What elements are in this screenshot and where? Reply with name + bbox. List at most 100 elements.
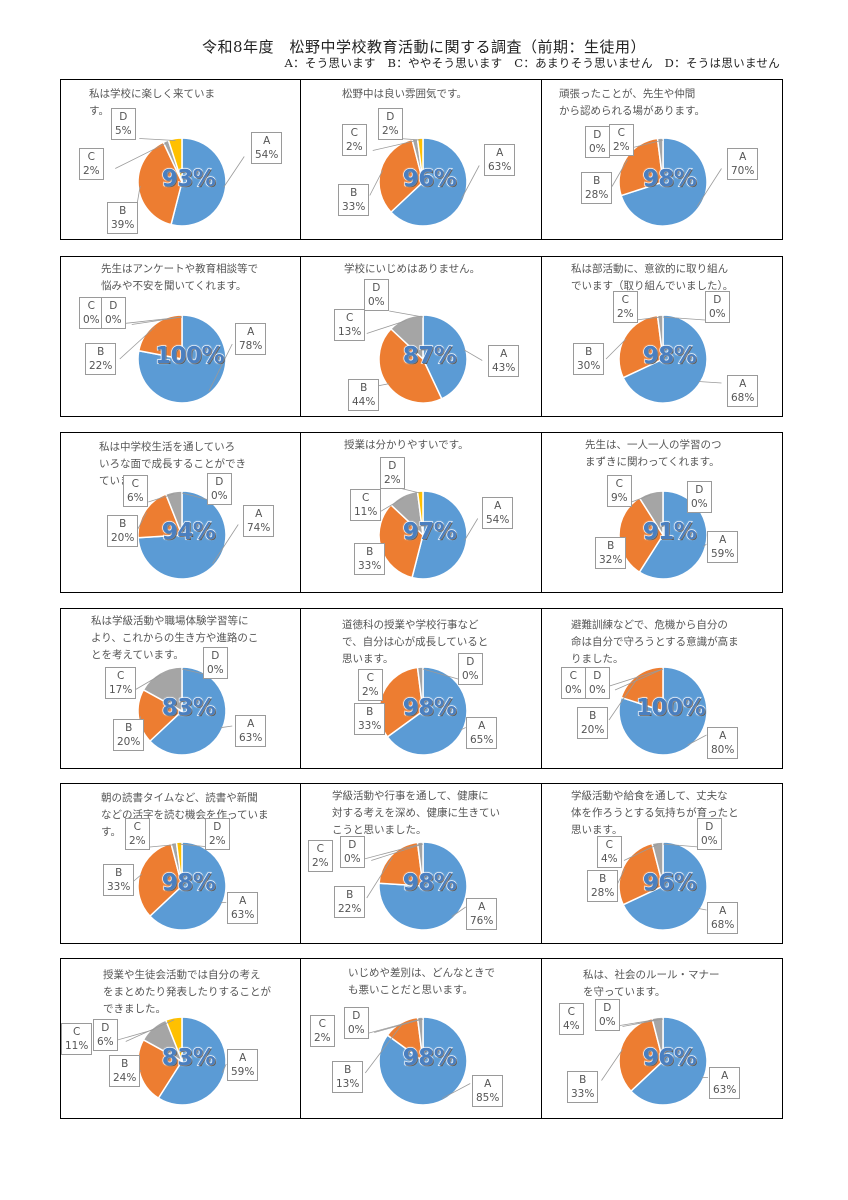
data-label-category: A [239,1052,247,1064]
data-label-B: B 32% [595,537,627,569]
data-label-A: A 54% [482,497,514,529]
leader-line [372,140,416,151]
data-label-category: B [360,382,368,394]
data-label-D: D 2% [205,818,230,850]
leader-line [631,494,652,503]
data-label-value: 0% [709,308,726,320]
data-label-B: B 24% [109,1055,141,1087]
pie-chart [378,666,468,756]
leader-line [374,1018,424,1033]
data-label-category: A [494,500,502,512]
data-label-category: B [585,346,593,358]
data-label-category: A [719,534,727,546]
data-label-C: C 2% [310,1015,335,1047]
data-label-D: D 0% [458,653,483,685]
pie-slice-B [378,327,443,404]
data-label-category: D [386,111,395,123]
data-label-value: 0% [348,1024,365,1036]
leader-line [460,727,466,731]
pie-slice-A [148,841,227,931]
chart-row: 私は中学校生活を通していろ いろな面で成長することができ ています。A74%B2… [60,432,783,593]
data-label-value: 80% [711,744,735,756]
data-label-category: A [739,151,747,163]
leader-line [703,543,707,548]
data-label-category: C [567,1006,575,1018]
data-label-category: D [101,1022,110,1034]
chart-title: 松野中は良い雰囲気です。 [342,88,467,100]
data-label-A: A 68% [707,902,739,934]
data-label-category: A [247,718,255,730]
pie-chart [369,137,480,227]
pie-slice-C [651,1016,664,1062]
data-label-category: D [348,839,357,851]
data-label-category: B [593,175,601,187]
data-label-A: A 65% [466,717,498,749]
data-label-C: C 2% [125,818,150,850]
data-label-C: C 2% [79,148,104,180]
chart-title: 授業は分かりやすいです。 [344,439,469,451]
chart-title: 先生はアンケートや教育相談等で 悩みや不安を聞いてくれます。 [101,263,259,292]
data-label-value: 28% [585,189,609,201]
data-label-A: A 63% [227,892,259,924]
data-label-category: B [97,346,105,358]
pie-slice-B [137,842,183,918]
data-label-category: C [133,821,141,833]
data-label-A: A 68% [727,375,759,407]
data-label-value: 63% [231,909,255,921]
data-label-category: D [713,294,722,306]
pie-slice-A [622,314,708,404]
center-percentage: 94% [161,518,216,545]
pie-slice-C [416,841,424,887]
data-label-value: 2% [362,686,379,698]
leader-line [366,320,407,334]
data-label-value: 44% [352,396,376,408]
pie-slice-A [386,666,468,756]
data-label-C: C 2% [308,840,333,872]
center-percentage: 98% [402,869,457,896]
pie-slice-B [137,688,184,743]
data-label-B: B 33% [354,543,386,575]
chart-row: 授業や生徒会活動では自分の考え をまとめたり発表したりすることが できました。 A… [60,958,783,1119]
data-label-value: 2% [83,165,100,177]
data-label-value: 9% [611,492,628,504]
pie-chart [366,310,483,404]
data-label-C: C 2% [358,669,383,701]
data-label-category: C [87,300,95,312]
data-label-category: D [352,1010,361,1022]
data-label-C: C 17% [105,667,137,699]
pie-slice-B [378,138,424,214]
pie-chart-panel: 私は部活動に、意欲的に取り組ん でいます（取り組んでいました）。 A 68% B 30%… [543,257,783,416]
data-label-value: 2% [129,835,146,847]
data-label-value: 2% [613,141,630,153]
chart-title: 私は学級活動や職場体験学習等に より、これからの生き方や進路のこ とを考えていま… [91,615,259,661]
data-label-value: 0% [344,853,361,865]
pie-slice-A [620,137,708,227]
leader-line [451,906,466,917]
leader-line [698,908,707,911]
data-label-category: B [366,546,374,558]
leader-line [149,844,175,848]
data-label-value: 54% [255,149,279,161]
data-label-category: B [579,1074,587,1086]
pie-slice-A [157,1016,227,1106]
data-label-value: 28% [591,887,615,899]
chart-title: 授業や生徒会活動では自分の考え をまとめたり発表したりすることが できました。 [103,969,271,1015]
pie-slice-B [378,841,424,887]
pie-chart-panel: いじめや差別は、どんなときで も悪いことだと思います。 A 85% B 13% C 2% D 0… [302,959,542,1118]
data-label-value: 13% [338,326,362,338]
data-label-A: A 54% [251,132,283,164]
leader-line [635,316,661,321]
answer-legend: A：そう思います B：ややそう思います C：あまりそう思いません D：そうは思い… [284,56,780,70]
data-label-B: B 33% [354,703,386,735]
data-label-B: B 20% [577,707,609,739]
leader-line [399,138,421,141]
data-label-value: 17% [109,684,133,696]
data-label-D: D 0% [340,836,365,868]
pie-chart-panel: 先生は、一人一人の学習のつ まずきに関わってくれます。 A 59% B 32% C 9% D 0… [543,433,783,592]
data-label-category: C [346,312,354,324]
pie-chart-panel: 学級活動や給食を通して、丈夫な 体を作ろうとする気持ちが育ったと 思います。 A 6… [543,784,783,943]
data-label-category: A [255,508,263,520]
data-label-C: C 13% [334,309,366,341]
pie-chart-panel: 授業は分かりやすいです。 A 54% B 33% C 11% D 2% 97% [302,433,542,592]
data-label-category: A [719,905,727,917]
